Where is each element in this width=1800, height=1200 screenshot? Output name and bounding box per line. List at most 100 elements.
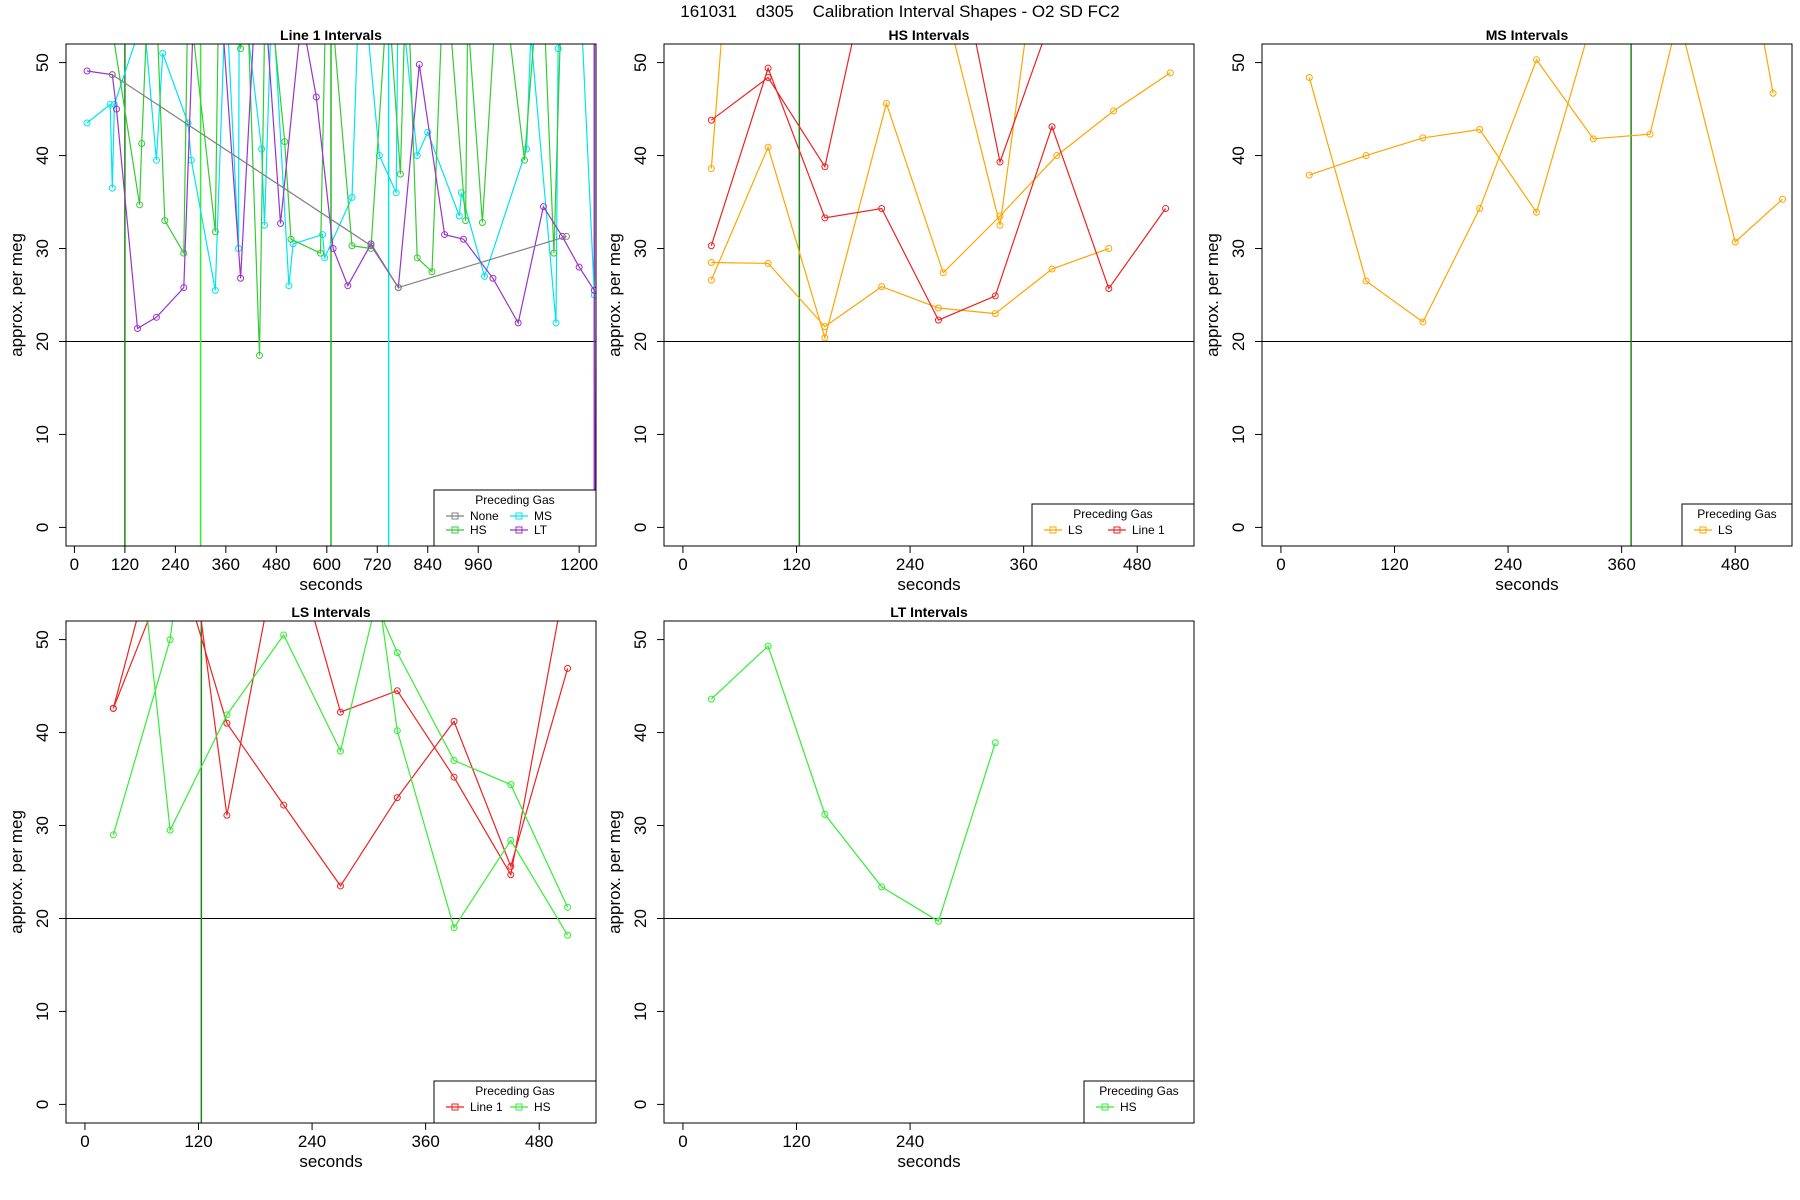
data-point	[356, 562, 362, 568]
x-tick-label: 120	[1380, 555, 1408, 574]
data-point	[552, 319, 560, 327]
x-tick-label: 0	[80, 1132, 89, 1151]
data-point	[393, 727, 401, 735]
x-tick-label: 1200	[560, 555, 598, 574]
data-point	[180, 249, 188, 257]
data-point	[237, 274, 245, 282]
data-point	[1105, 245, 1113, 253]
data-point	[424, 128, 432, 136]
x-tick-label: 240	[298, 1132, 326, 1151]
y-axis-label: approx. per meg	[1203, 233, 1222, 357]
data-point	[528, 32, 534, 38]
data-point	[280, 801, 288, 809]
data-point	[319, 231, 327, 239]
legend-swatch-marker	[451, 512, 459, 520]
data-point	[991, 310, 999, 318]
data-point	[1105, 284, 1113, 292]
legend-swatch-marker	[1049, 526, 1057, 534]
data-point	[255, 351, 263, 359]
plot-area	[664, 44, 1194, 546]
y-axis: 0 10 20 30 40 50 approx. per meg	[1203, 53, 1263, 532]
x-tick-label: 120	[111, 555, 139, 574]
data-point	[285, 525, 291, 531]
panel-4: LS Intervals 0 120 240 360 480 seconds 0 10 20 30 4…	[7, 525, 597, 1171]
series-line	[382, 621, 569, 908]
y-tick-label: 20	[1229, 332, 1248, 351]
y-tick-label: 50	[1229, 53, 1248, 72]
panels: Line 1 Intervals 0 120 240 360 480 600 720 840 96…	[7, 13, 1793, 1171]
data-point	[560, 590, 566, 596]
data-point	[1731, 238, 1739, 246]
y-tick-label: 50	[33, 630, 52, 649]
y-axis: 0 10 20 30 40 50 approx. per meg	[7, 630, 67, 1109]
data-point	[996, 221, 1004, 229]
series-4	[109, 621, 174, 839]
y-tick-label: 50	[631, 630, 650, 649]
panel-title: Line 1 Intervals	[280, 27, 382, 43]
data-point	[507, 836, 515, 844]
data-point	[348, 242, 356, 250]
y-axis-label: approx. per meg	[7, 810, 26, 934]
legend-item: LT	[510, 523, 548, 537]
legend-box	[1083, 1080, 1195, 1124]
data-point	[707, 116, 715, 124]
x-axis-label: seconds	[1495, 575, 1558, 594]
data-point	[934, 917, 942, 925]
data-point	[1675, 13, 1681, 19]
series-line	[710, 44, 722, 169]
panel-3: MS Intervals 0 120 240 360 480 seconds 0 10 20 30 4…	[1203, 13, 1793, 594]
x-axis-label: seconds	[897, 1152, 960, 1171]
series-line	[710, 44, 853, 169]
data-point	[1646, 130, 1654, 138]
legend: Preceding Gas LS Line 1	[1031, 503, 1195, 547]
legend-title: Preceding Gas	[1697, 507, 1776, 521]
y-tick-label: 0	[33, 523, 52, 532]
data-point	[152, 156, 160, 164]
data-point	[460, 235, 467, 243]
data-point	[375, 590, 381, 596]
data-point	[106, 100, 114, 108]
y-tick-label: 30	[1229, 239, 1248, 258]
series-2	[1305, 13, 1787, 326]
data-point	[450, 756, 458, 764]
legend-label: HS	[470, 523, 487, 537]
series-5	[139, 562, 572, 939]
figure-title: 161031 d305 Calibration Interval Shapes …	[680, 2, 1119, 21]
data-point	[141, 13, 147, 19]
legend-swatch-marker	[451, 1103, 459, 1111]
data-point	[1590, 13, 1596, 19]
data-point	[707, 276, 715, 284]
x-tick-label: 0	[1276, 555, 1285, 574]
series-line	[975, 44, 1043, 165]
legend: Preceding Gas None MS HS LT	[433, 489, 597, 547]
series-1	[1305, 13, 1596, 216]
x-tick-label: 240	[1494, 555, 1522, 574]
y-tick-label: 40	[33, 146, 52, 165]
data-point	[764, 642, 772, 650]
y-tick-label: 10	[33, 1002, 52, 1021]
series-line	[111, 74, 567, 289]
data-point	[507, 871, 515, 879]
legend-swatch-marker	[515, 512, 523, 520]
data-point	[1476, 205, 1484, 213]
data-point	[139, 562, 145, 568]
legend-swatch-marker	[1699, 526, 1707, 534]
panel-2: HS Intervals 0 120 240 360 480 seconds 0 10 20 30 4…	[605, 27, 1195, 594]
legend: Preceding Gas Line 1 HS	[433, 1080, 597, 1124]
data-point	[1362, 152, 1370, 160]
data-point	[415, 60, 423, 68]
x-tick-label: 480	[1721, 555, 1749, 574]
x-tick-label: 480	[1123, 555, 1151, 574]
data-point	[934, 316, 942, 324]
x-tick-label: 120	[184, 1132, 212, 1151]
data-point	[329, 245, 337, 253]
x-tick-label: 480	[525, 1132, 553, 1151]
series-line	[112, 621, 174, 835]
legend-item: HS	[1096, 1100, 1137, 1114]
legend-label: Line 1	[1132, 523, 1165, 537]
y-tick-label: 10	[631, 1002, 650, 1021]
legend-title: Preceding Gas	[1073, 507, 1152, 521]
data-point	[223, 711, 231, 719]
